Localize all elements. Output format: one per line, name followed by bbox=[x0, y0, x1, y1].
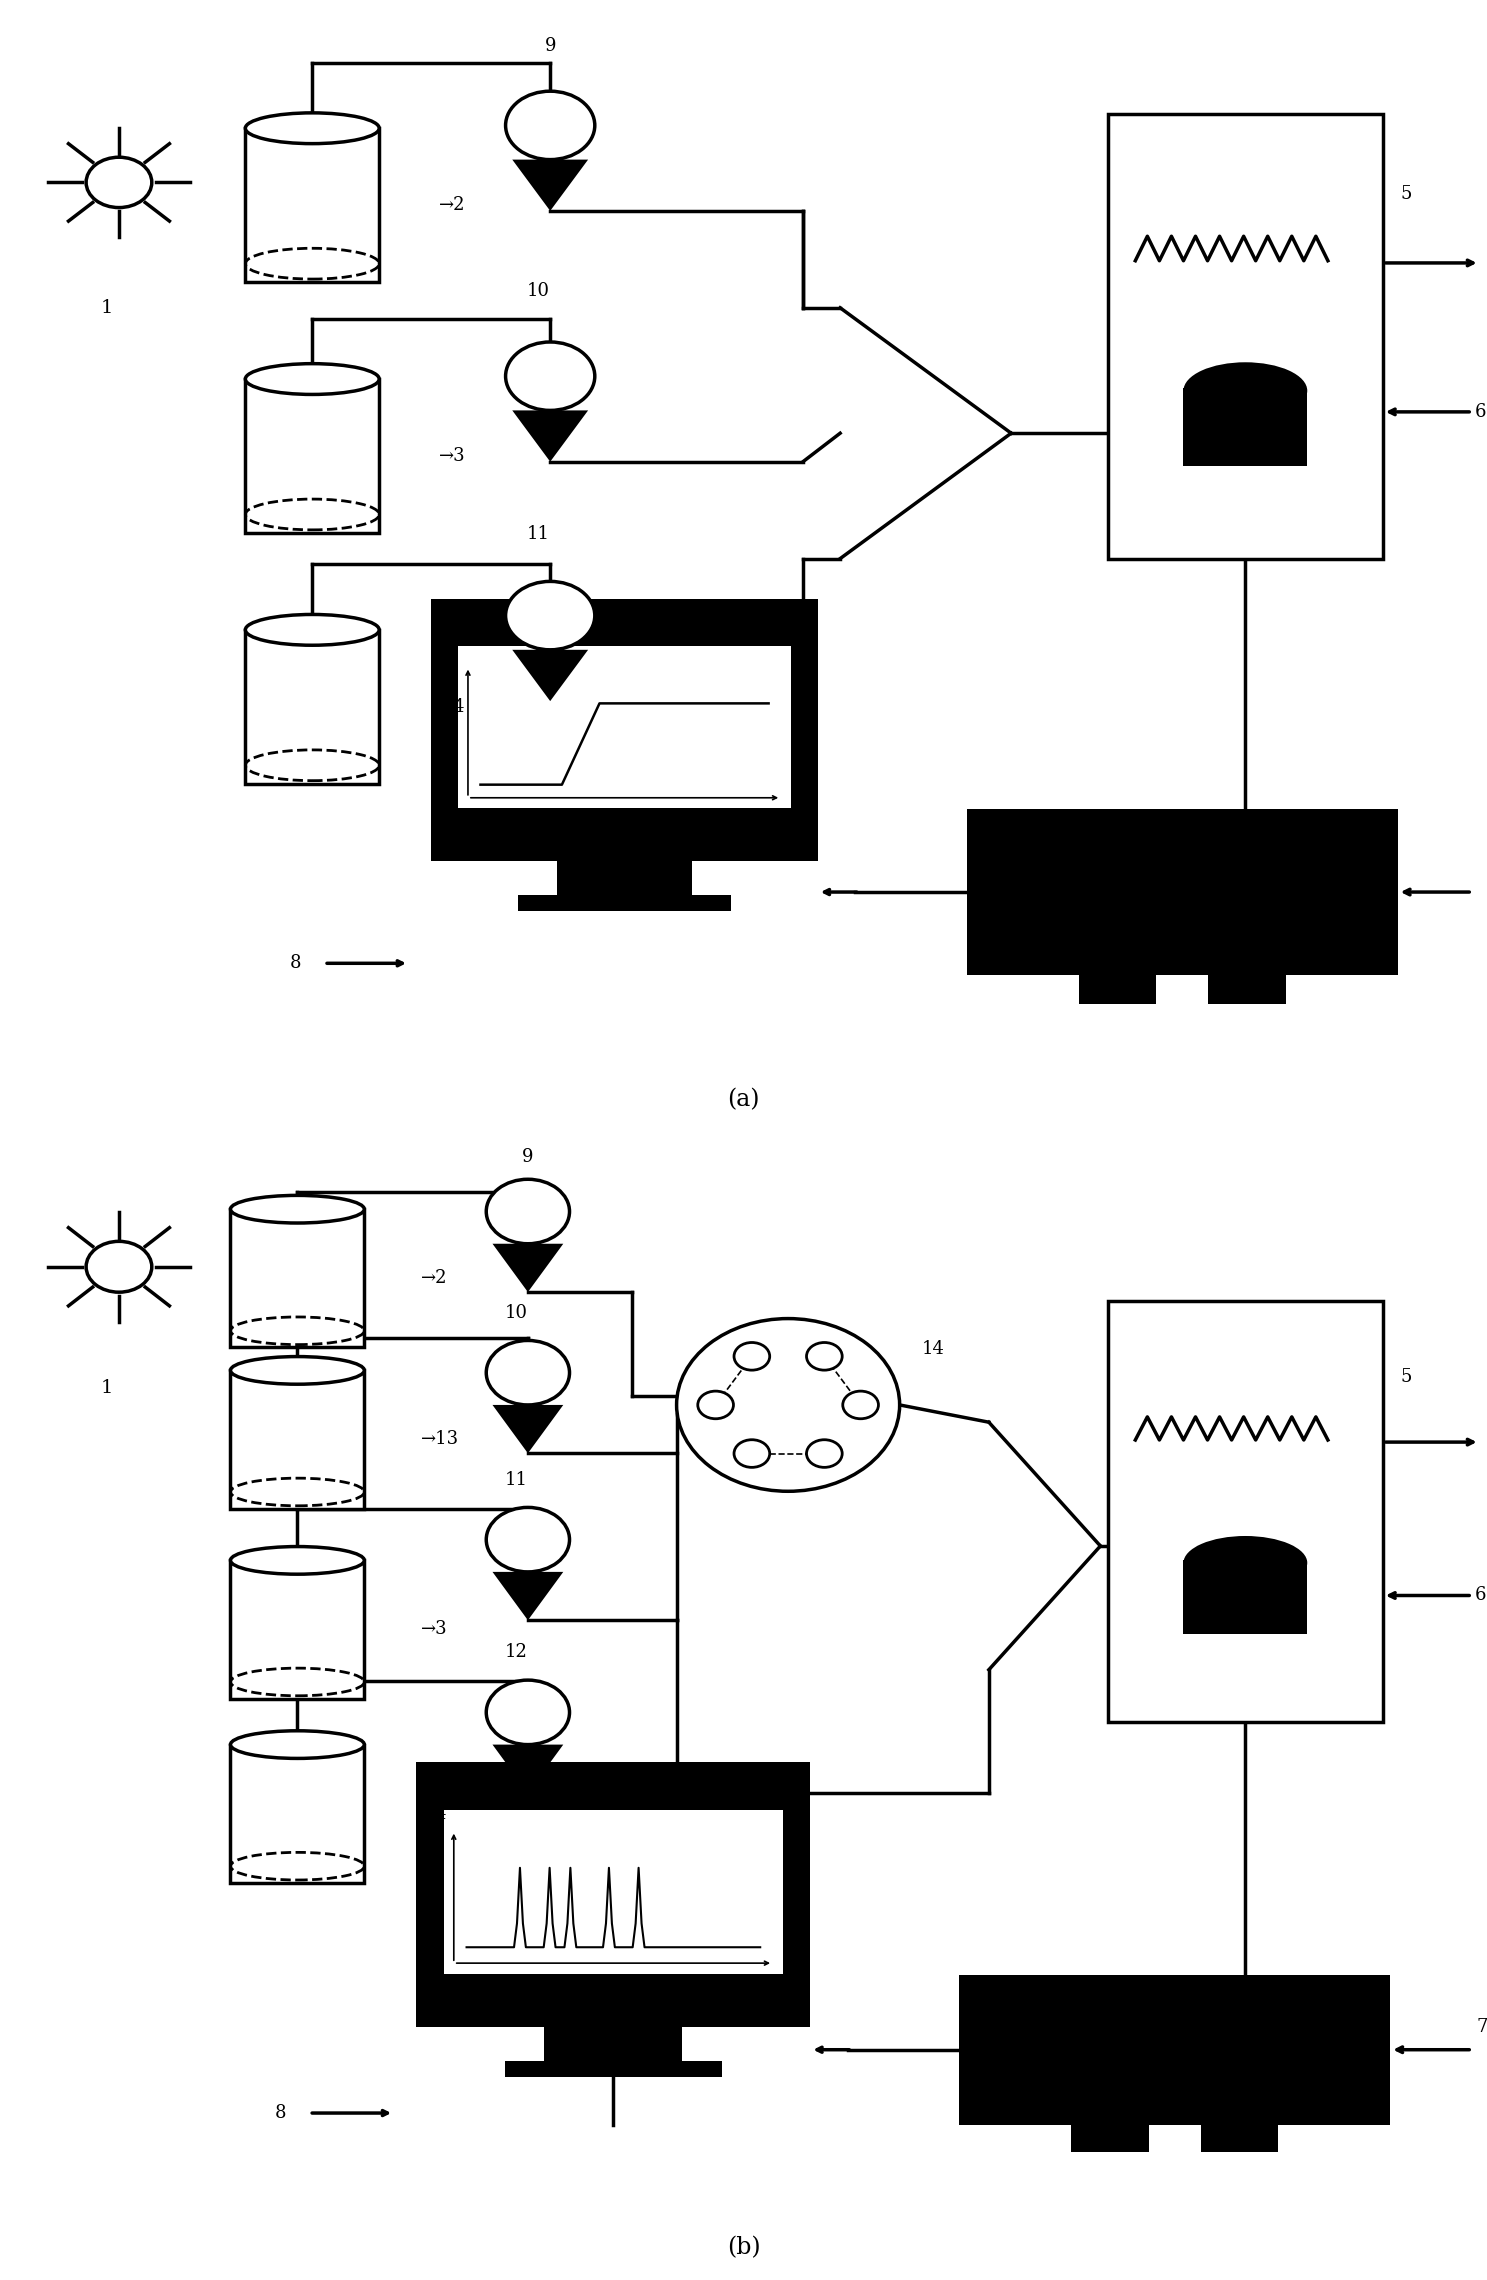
Polygon shape bbox=[512, 410, 589, 461]
Circle shape bbox=[486, 1179, 570, 1243]
Bar bbox=[1184, 1560, 1307, 1635]
Circle shape bbox=[486, 1680, 570, 1744]
Circle shape bbox=[843, 1391, 879, 1418]
Circle shape bbox=[806, 1343, 842, 1370]
Text: 10: 10 bbox=[504, 1304, 528, 1322]
Bar bbox=[1184, 388, 1307, 465]
Bar bbox=[230, 1208, 364, 1347]
Bar bbox=[458, 645, 791, 809]
Polygon shape bbox=[512, 160, 589, 212]
Ellipse shape bbox=[1184, 363, 1307, 420]
Bar bbox=[959, 1974, 1390, 2125]
Circle shape bbox=[486, 1341, 570, 1404]
Polygon shape bbox=[492, 1404, 564, 1452]
Bar bbox=[245, 378, 379, 534]
Circle shape bbox=[735, 1343, 770, 1370]
Bar bbox=[245, 128, 379, 283]
Ellipse shape bbox=[245, 112, 379, 144]
Text: 14: 14 bbox=[922, 1341, 944, 1359]
Bar bbox=[544, 2027, 683, 2061]
Text: 8: 8 bbox=[290, 955, 302, 971]
Text: →4: →4 bbox=[439, 698, 465, 716]
Text: 1: 1 bbox=[101, 1379, 113, 1398]
Text: 1: 1 bbox=[101, 299, 113, 317]
Text: 11: 11 bbox=[504, 1471, 528, 1489]
Bar bbox=[1207, 976, 1286, 1005]
Text: 11: 11 bbox=[526, 524, 550, 543]
Text: (a): (a) bbox=[727, 1088, 760, 1113]
Ellipse shape bbox=[230, 1357, 364, 1384]
Text: 9: 9 bbox=[544, 36, 556, 55]
Text: 6: 6 bbox=[1475, 1587, 1487, 1605]
Text: →4: →4 bbox=[421, 1806, 448, 1822]
Bar bbox=[1108, 1302, 1383, 1721]
Bar bbox=[556, 862, 691, 894]
Circle shape bbox=[486, 1507, 570, 1571]
Circle shape bbox=[677, 1318, 900, 1491]
Bar bbox=[416, 1762, 810, 2027]
Bar bbox=[967, 809, 1398, 976]
Text: 10: 10 bbox=[526, 283, 550, 299]
Bar bbox=[1071, 2125, 1149, 2152]
Bar bbox=[506, 2061, 721, 2077]
Bar bbox=[445, 1810, 782, 1974]
Ellipse shape bbox=[230, 1731, 364, 1758]
Circle shape bbox=[506, 342, 595, 410]
Circle shape bbox=[506, 581, 595, 650]
Text: 5: 5 bbox=[1401, 185, 1413, 203]
Bar bbox=[230, 1744, 364, 1883]
Text: 6: 6 bbox=[1475, 404, 1487, 422]
Ellipse shape bbox=[230, 1195, 364, 1222]
Circle shape bbox=[806, 1439, 842, 1468]
Polygon shape bbox=[492, 1571, 564, 1621]
Ellipse shape bbox=[245, 613, 379, 645]
Polygon shape bbox=[492, 1744, 564, 1792]
Bar bbox=[1108, 114, 1383, 559]
Ellipse shape bbox=[245, 363, 379, 394]
Bar bbox=[230, 1370, 364, 1509]
Text: 7: 7 bbox=[1477, 2018, 1487, 2036]
Text: 12: 12 bbox=[504, 1644, 528, 1662]
Text: →2: →2 bbox=[421, 1270, 448, 1288]
Polygon shape bbox=[512, 650, 589, 702]
Circle shape bbox=[506, 91, 595, 160]
Bar bbox=[1200, 2125, 1279, 2152]
Bar bbox=[245, 629, 379, 784]
Circle shape bbox=[735, 1439, 770, 1468]
Bar bbox=[431, 597, 818, 862]
Circle shape bbox=[697, 1391, 733, 1418]
Bar bbox=[517, 894, 732, 910]
Bar bbox=[1078, 976, 1157, 1005]
Text: →3: →3 bbox=[439, 447, 465, 465]
Circle shape bbox=[86, 1240, 152, 1293]
Text: (b): (b) bbox=[727, 2237, 760, 2259]
Ellipse shape bbox=[1184, 1537, 1307, 1589]
Text: →13: →13 bbox=[421, 1430, 459, 1448]
Bar bbox=[230, 1560, 364, 1699]
Circle shape bbox=[86, 157, 152, 207]
Text: 5: 5 bbox=[1401, 1368, 1413, 1386]
Text: 9: 9 bbox=[522, 1149, 534, 1167]
Text: 8: 8 bbox=[275, 2104, 287, 2123]
Polygon shape bbox=[492, 1243, 564, 1293]
Text: →2: →2 bbox=[439, 196, 465, 214]
Ellipse shape bbox=[230, 1546, 364, 1573]
Text: →3: →3 bbox=[421, 1621, 448, 1639]
